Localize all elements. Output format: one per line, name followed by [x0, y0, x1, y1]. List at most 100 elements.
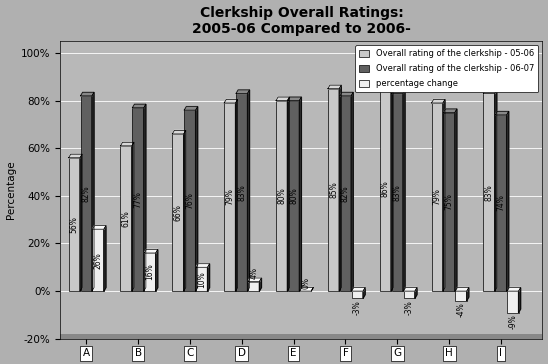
Text: 83%: 83%	[393, 184, 402, 201]
Polygon shape	[483, 90, 497, 94]
Polygon shape	[81, 92, 94, 96]
Polygon shape	[184, 107, 198, 110]
Polygon shape	[172, 130, 186, 134]
Text: 76%: 76%	[185, 192, 195, 209]
Text: -4%: -4%	[456, 302, 466, 317]
Polygon shape	[518, 288, 521, 313]
Polygon shape	[248, 90, 249, 291]
Polygon shape	[144, 249, 158, 253]
Text: 80%: 80%	[277, 187, 286, 204]
Polygon shape	[92, 92, 94, 291]
Text: 61%: 61%	[122, 210, 130, 227]
Bar	[196, 267, 208, 291]
Polygon shape	[443, 109, 457, 112]
Polygon shape	[224, 99, 238, 103]
Text: 26%: 26%	[94, 252, 102, 269]
Text: -3%: -3%	[353, 300, 362, 315]
Polygon shape	[133, 104, 146, 108]
Text: 82%: 82%	[82, 185, 91, 202]
Bar	[328, 89, 339, 291]
Bar	[93, 229, 104, 291]
Polygon shape	[288, 97, 301, 100]
Polygon shape	[132, 142, 134, 291]
Polygon shape	[259, 278, 261, 291]
Text: 10%: 10%	[197, 271, 207, 288]
Polygon shape	[443, 99, 445, 291]
Text: 86%: 86%	[381, 180, 390, 197]
Polygon shape	[80, 154, 82, 291]
Polygon shape	[236, 90, 249, 94]
Polygon shape	[455, 109, 457, 291]
Polygon shape	[455, 288, 469, 291]
Bar	[224, 103, 236, 291]
Bar	[392, 94, 403, 291]
Polygon shape	[380, 83, 393, 86]
Polygon shape	[248, 278, 261, 282]
Title: Clerkship Overall Ratings:
2005-06 Compared to 2006-: Clerkship Overall Ratings: 2005-06 Compa…	[192, 5, 411, 36]
Polygon shape	[415, 288, 417, 298]
Bar	[276, 100, 287, 291]
Legend: Overall rating of the clerkship - 05-06, Overall rating of the clerkship - 06-07: Overall rating of the clerkship - 05-06,…	[355, 45, 538, 92]
Text: 85%: 85%	[329, 182, 338, 198]
Bar	[495, 115, 507, 291]
Bar	[340, 96, 351, 291]
Polygon shape	[144, 104, 146, 291]
Text: 75%: 75%	[444, 193, 454, 210]
Polygon shape	[300, 288, 313, 291]
Polygon shape	[363, 288, 365, 298]
Text: 66%: 66%	[174, 204, 182, 221]
Bar	[483, 94, 495, 291]
Polygon shape	[276, 97, 289, 100]
Polygon shape	[287, 97, 289, 291]
Polygon shape	[196, 264, 210, 267]
Polygon shape	[208, 264, 210, 291]
Polygon shape	[351, 92, 353, 291]
Polygon shape	[236, 99, 238, 291]
Bar	[507, 291, 518, 313]
Text: 0%: 0%	[301, 277, 310, 289]
Text: 79%: 79%	[225, 189, 235, 206]
Text: 83%: 83%	[484, 184, 494, 201]
Polygon shape	[391, 83, 393, 291]
Polygon shape	[495, 90, 497, 291]
Bar	[431, 103, 443, 291]
Text: 4%: 4%	[249, 267, 258, 279]
Bar	[380, 86, 391, 291]
Bar	[60, 334, 543, 339]
Polygon shape	[507, 288, 521, 291]
Text: 77%: 77%	[134, 191, 142, 208]
Text: 80%: 80%	[289, 187, 298, 204]
Polygon shape	[340, 92, 353, 96]
Bar	[81, 96, 92, 291]
Bar	[121, 146, 132, 291]
Polygon shape	[328, 85, 341, 89]
Bar	[133, 108, 144, 291]
Text: -3%: -3%	[405, 300, 414, 315]
Text: 16%: 16%	[146, 264, 155, 280]
Bar	[68, 158, 80, 291]
Text: 56%: 56%	[70, 216, 79, 233]
Polygon shape	[184, 130, 186, 291]
Polygon shape	[507, 111, 509, 291]
Polygon shape	[93, 226, 106, 229]
Polygon shape	[495, 111, 509, 115]
Polygon shape	[196, 107, 198, 291]
Polygon shape	[352, 288, 365, 291]
Polygon shape	[68, 154, 82, 158]
Bar	[248, 282, 259, 291]
Bar	[144, 253, 156, 291]
Polygon shape	[311, 288, 313, 291]
Y-axis label: Percentage: Percentage	[5, 161, 15, 219]
Text: 82%: 82%	[341, 185, 350, 202]
Bar	[352, 291, 363, 298]
Polygon shape	[104, 226, 106, 291]
Polygon shape	[339, 85, 341, 291]
Text: 83%: 83%	[237, 184, 246, 201]
Bar	[443, 112, 455, 291]
Polygon shape	[403, 288, 417, 291]
Bar	[288, 100, 299, 291]
Polygon shape	[121, 142, 134, 146]
Bar	[236, 94, 248, 291]
Polygon shape	[299, 97, 301, 291]
Bar	[172, 134, 184, 291]
